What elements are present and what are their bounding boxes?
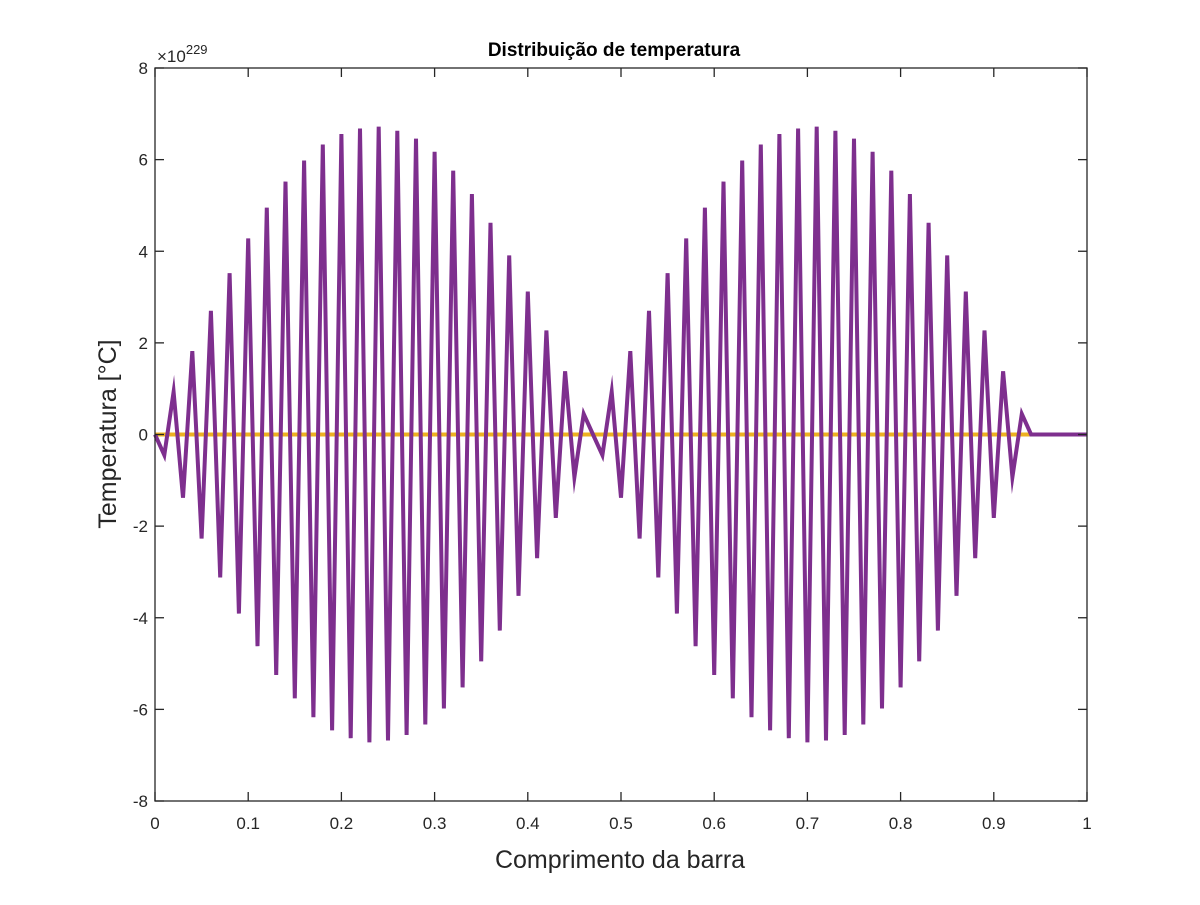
y-tick-label-7: 6 — [139, 151, 148, 170]
series-layer — [153, 126, 1087, 743]
x-tick-label-9: 0.9 — [982, 814, 1006, 833]
y-tick-label-3: -2 — [133, 517, 148, 536]
x-tick-label-6: 0.6 — [702, 814, 726, 833]
x-tick-label-7: 0.7 — [796, 814, 820, 833]
x-tick-label-0: 0 — [150, 814, 159, 833]
y-tick-label-8: 8 — [139, 59, 148, 78]
y-exponent-power: 229 — [186, 42, 208, 57]
x-tick-label-3: 0.3 — [423, 814, 447, 833]
x-tick-label-1: 0.1 — [236, 814, 260, 833]
y-tick-label-2: -4 — [133, 609, 148, 628]
y-exponent-base: ×10 — [157, 47, 186, 66]
series-line-2 — [153, 126, 1087, 743]
y-axis-label: Temperatura [°C] — [94, 339, 122, 528]
x-tick-label-10: 1 — [1082, 814, 1091, 833]
x-tick-label-8: 0.8 — [889, 814, 913, 833]
x-tick-label-4: 0.4 — [516, 814, 540, 833]
y-tick-label-5: 2 — [139, 334, 148, 353]
y-tick-label-1: -6 — [133, 700, 148, 719]
chart-title: Distribuição de temperatura — [488, 40, 741, 61]
ticks-layer: 0 0.1 0.2 0.3 0.4 0.5 0.6 0.7 0.8 0.9 1 -8 -6 -4 -2 0 2 4… — [133, 59, 1092, 833]
y-tick-label-0: -8 — [133, 792, 148, 811]
x-tick-label-5: 0.5 — [609, 814, 633, 833]
y-tick-label-4: 0 — [139, 426, 148, 445]
x-tick-label-2: 0.2 — [330, 814, 354, 833]
y-exponent-label: ×10229 — [157, 42, 208, 66]
x-axis-label: Comprimento da barra — [495, 846, 745, 874]
y-tick-label-6: 4 — [139, 242, 148, 261]
